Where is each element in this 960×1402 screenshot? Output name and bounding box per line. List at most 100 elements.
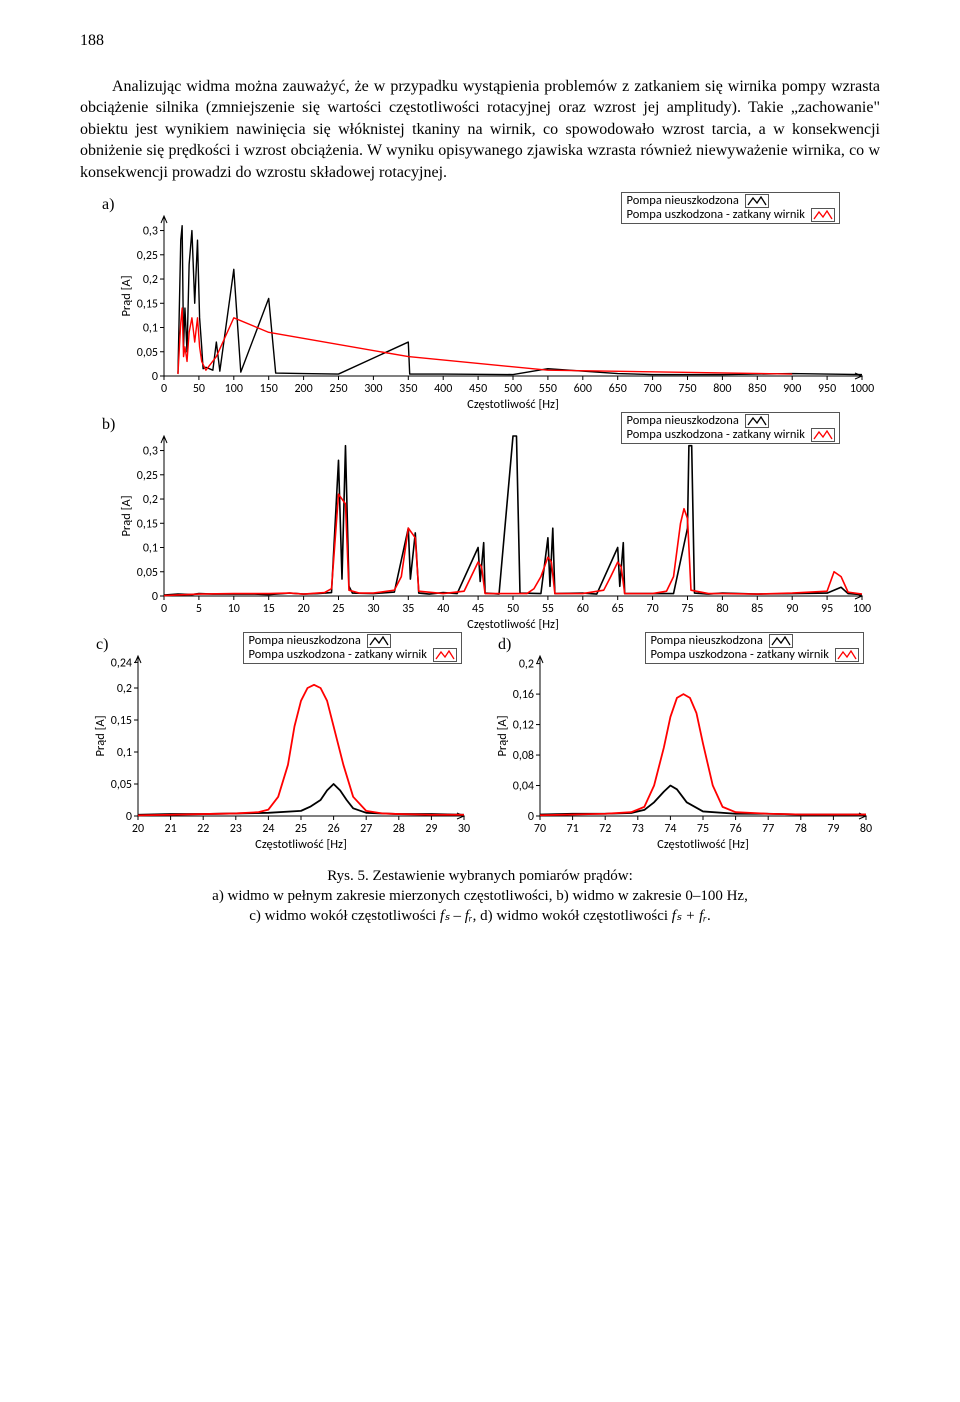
svg-text:0,1: 0,1 — [143, 321, 158, 335]
svg-text:30: 30 — [458, 822, 470, 836]
page-number: 188 — [80, 30, 880, 52]
svg-text:Prąd [A]: Prąd [A] — [93, 715, 108, 756]
svg-text:100: 100 — [225, 382, 243, 396]
svg-text:0,15: 0,15 — [111, 714, 132, 728]
svg-text:22: 22 — [197, 822, 209, 836]
svg-text:850: 850 — [748, 382, 766, 396]
svg-text:0,08: 0,08 — [513, 749, 534, 763]
chart-c: 202122232425262728293000,050,10,150,20,2… — [90, 632, 478, 852]
caption-line1: Rys. 5. Zestawienie wybranych pomiarów p… — [80, 866, 880, 886]
svg-text:0,1: 0,1 — [143, 541, 158, 555]
panel-b: b) Pompa nieuszkodzona Pompa uszkodzona … — [80, 412, 880, 632]
svg-text:450: 450 — [469, 382, 487, 396]
legend-d: Pompa nieuszkodzona Pompa uszkodzona - z… — [645, 632, 864, 665]
svg-text:0,16: 0,16 — [513, 688, 534, 702]
svg-text:Prąd [A]: Prąd [A] — [119, 495, 134, 536]
svg-text:95: 95 — [821, 602, 833, 616]
svg-text:24: 24 — [262, 822, 274, 836]
svg-text:0,1: 0,1 — [117, 746, 132, 760]
svg-text:0,05: 0,05 — [111, 778, 132, 792]
svg-text:78: 78 — [795, 822, 807, 836]
svg-text:0,04: 0,04 — [513, 779, 534, 793]
svg-text:600: 600 — [574, 382, 592, 396]
svg-text:50: 50 — [507, 602, 519, 616]
svg-text:0: 0 — [161, 382, 167, 396]
body-paragraph: Analizując widma można zauważyć, że w pr… — [80, 76, 880, 184]
svg-text:650: 650 — [609, 382, 627, 396]
figure-5: a) Pompa nieuszkodzona Pompa uszkodzona … — [80, 192, 880, 927]
svg-text:15: 15 — [263, 602, 275, 616]
legend-series1: Pompa nieuszkodzona — [626, 194, 738, 208]
svg-text:60: 60 — [577, 602, 589, 616]
svg-text:Częstotliwość [Hz]: Częstotliwość [Hz] — [467, 397, 559, 412]
svg-text:0,25: 0,25 — [137, 248, 158, 262]
svg-text:20: 20 — [298, 602, 310, 616]
svg-text:80: 80 — [860, 822, 872, 836]
svg-text:0,2: 0,2 — [519, 657, 534, 671]
chart-b: 0510152025303540455055606570758085909510… — [116, 412, 876, 632]
svg-text:30: 30 — [367, 602, 379, 616]
panel-a-label: a) — [102, 194, 114, 216]
svg-text:25: 25 — [332, 602, 344, 616]
legend-a: Pompa nieuszkodzona Pompa uszkodzona - z… — [621, 192, 840, 225]
svg-text:85: 85 — [751, 602, 763, 616]
svg-text:Częstotliwość [Hz]: Częstotliwość [Hz] — [467, 617, 559, 632]
svg-text:0: 0 — [528, 810, 534, 824]
svg-text:75: 75 — [697, 822, 709, 836]
caption-line3: c) widmo wokół częstotliwości fₛ – fᵣ, d… — [80, 906, 880, 926]
svg-text:25: 25 — [295, 822, 307, 836]
svg-text:0,24: 0,24 — [111, 656, 132, 670]
svg-text:76: 76 — [730, 822, 742, 836]
svg-text:Prąd [A]: Prąd [A] — [495, 715, 510, 756]
svg-text:250: 250 — [329, 382, 347, 396]
svg-text:0,15: 0,15 — [137, 517, 158, 531]
caption-line2: a) widmo w pełnym zakresie mierzonych cz… — [80, 886, 880, 906]
svg-text:23: 23 — [230, 822, 242, 836]
svg-text:73: 73 — [632, 822, 644, 836]
svg-text:71: 71 — [567, 822, 579, 836]
svg-text:0,2: 0,2 — [143, 493, 158, 507]
svg-text:950: 950 — [818, 382, 836, 396]
svg-text:0: 0 — [161, 602, 167, 616]
svg-text:150: 150 — [260, 382, 278, 396]
legend-c: Pompa nieuszkodzona Pompa uszkodzona - z… — [243, 632, 462, 665]
svg-text:700: 700 — [643, 382, 661, 396]
svg-text:45: 45 — [472, 602, 484, 616]
svg-text:28: 28 — [393, 822, 405, 836]
svg-text:5: 5 — [196, 602, 202, 616]
svg-text:10: 10 — [228, 602, 240, 616]
svg-text:75: 75 — [681, 602, 693, 616]
svg-text:350: 350 — [399, 382, 417, 396]
svg-text:35: 35 — [402, 602, 414, 616]
svg-text:21: 21 — [165, 822, 177, 836]
legend-series2: Pompa uszkodzona - zatkany wirnik — [626, 208, 805, 222]
panel-b-label: b) — [102, 414, 115, 436]
svg-text:90: 90 — [786, 602, 798, 616]
svg-text:55: 55 — [542, 602, 554, 616]
svg-text:0: 0 — [152, 590, 158, 604]
svg-text:0,3: 0,3 — [143, 224, 158, 238]
svg-text:0,2: 0,2 — [143, 273, 158, 287]
svg-text:1000: 1000 — [850, 382, 874, 396]
svg-text:0,12: 0,12 — [513, 718, 534, 732]
svg-text:80: 80 — [716, 602, 728, 616]
chart-d: 707172737475767778798000,040,080,120,160… — [492, 632, 880, 852]
svg-text:550: 550 — [539, 382, 557, 396]
svg-text:77: 77 — [762, 822, 774, 836]
svg-text:0,3: 0,3 — [143, 444, 158, 458]
svg-text:100: 100 — [853, 602, 871, 616]
svg-text:29: 29 — [425, 822, 437, 836]
svg-text:400: 400 — [434, 382, 452, 396]
svg-text:900: 900 — [783, 382, 801, 396]
svg-text:200: 200 — [294, 382, 312, 396]
chart-a: 0501001502002503003504004505005506006507… — [116, 192, 876, 412]
svg-text:Częstotliwość [Hz]: Częstotliwość [Hz] — [657, 837, 749, 852]
svg-text:27: 27 — [360, 822, 372, 836]
legend-b: Pompa nieuszkodzona Pompa uszkodzona - z… — [621, 412, 840, 445]
panel-c: c) Pompa nieuszkodzona Pompa uszkodzona … — [80, 632, 478, 852]
svg-text:750: 750 — [678, 382, 696, 396]
svg-text:70: 70 — [647, 602, 659, 616]
svg-text:20: 20 — [132, 822, 144, 836]
svg-text:74: 74 — [664, 822, 676, 836]
svg-text:300: 300 — [364, 382, 382, 396]
